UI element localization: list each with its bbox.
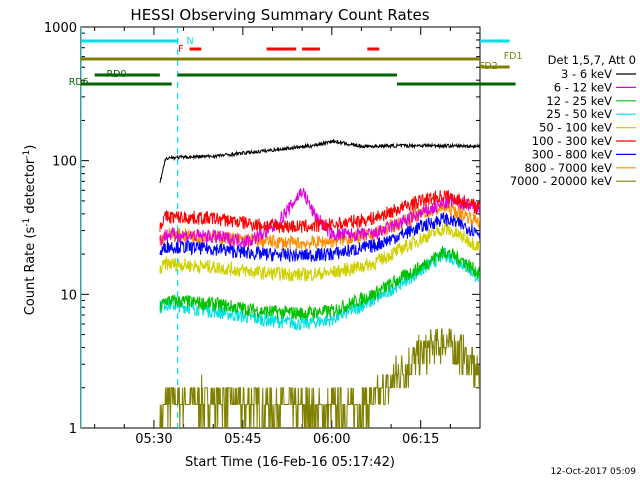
flag-label: RD0 xyxy=(106,69,126,80)
plot-area: 1 10 100 1000 05:30 05:45 06:00 06:15 NF FD1 FD2 RD… xyxy=(44,21,523,447)
y-tick-label: 10 xyxy=(60,288,77,303)
chart-title: HESSI Observing Summary Count Rates xyxy=(130,6,429,24)
flag-label: FD1 xyxy=(504,51,523,62)
y-tick-label: 100 xyxy=(52,155,77,170)
flag-label: F xyxy=(178,44,183,55)
legend-title: Det 1,5,7, Att 0 xyxy=(548,53,636,67)
legend-label: 25 - 50 keV xyxy=(546,107,612,121)
flag-label: FD2 xyxy=(479,61,498,72)
series-line xyxy=(159,138,480,184)
x-tick-label: 05:30 xyxy=(135,432,172,447)
legend-label: 3 - 6 keV xyxy=(561,67,612,81)
series-line xyxy=(159,222,480,283)
series-line xyxy=(159,212,480,263)
series-line xyxy=(159,328,480,428)
legend-label: 12 - 25 keV xyxy=(546,94,612,108)
legend-label: 7000 - 20000 keV xyxy=(510,174,612,188)
flag-label: N xyxy=(187,36,194,47)
generated-timestamp: 12-Oct-2017 05:09 xyxy=(551,467,637,477)
legend-label: 50 - 100 keV xyxy=(539,121,612,135)
series-line xyxy=(159,200,480,250)
y-tick-label: 1 xyxy=(69,422,77,437)
x-axis-label: Start Time (16-Feb-16 05:17:42) xyxy=(185,455,395,470)
legend-label: 100 - 300 keV xyxy=(532,134,612,148)
y-tick-label: 1000 xyxy=(44,21,77,36)
series-group xyxy=(81,27,480,428)
legend-label: 6 - 12 keV xyxy=(554,80,612,94)
x-tick-label: 05:45 xyxy=(224,432,261,447)
series-line xyxy=(159,245,480,321)
flag-label: RD6 xyxy=(69,77,89,88)
x-tick-label: 06:00 xyxy=(313,432,350,447)
series-line xyxy=(159,247,480,331)
series-line xyxy=(159,189,480,234)
legend-label: 300 - 800 keV xyxy=(532,147,612,161)
y-axis-label: Count Rate (s-1 detector-1) xyxy=(22,145,38,316)
x-tick-label: 06:15 xyxy=(402,432,439,447)
legend-label: 800 - 7000 keV xyxy=(524,161,612,175)
